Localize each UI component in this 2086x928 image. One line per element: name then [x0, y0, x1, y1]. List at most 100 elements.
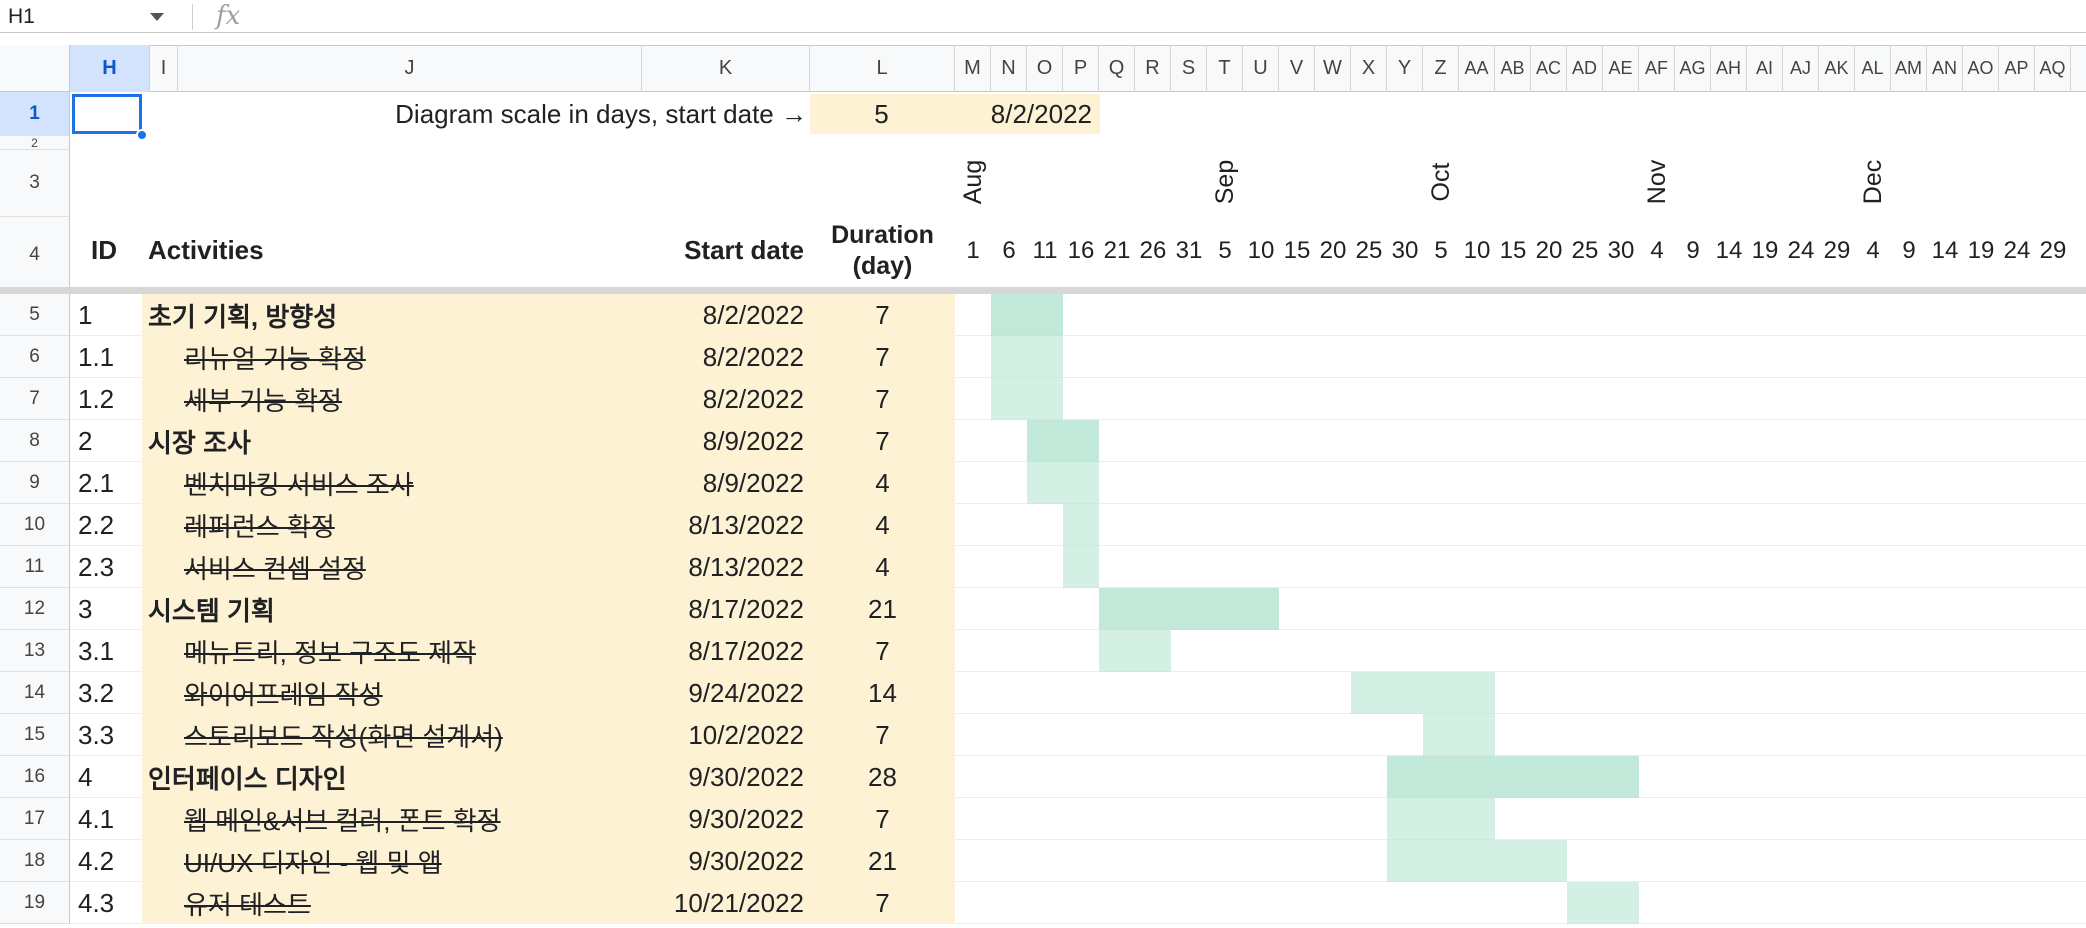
task-start-date[interactable]: 10/2/2022	[688, 719, 804, 750]
task-name[interactable]: 웹 메인&서브 컬러, 폰트 확정	[184, 798, 664, 840]
column-header-ag[interactable]: AG	[1675, 45, 1711, 92]
row-header-12[interactable]: 12	[0, 588, 70, 630]
task-id[interactable]: 3.3	[78, 719, 115, 750]
column-header-s[interactable]: S	[1171, 45, 1207, 92]
column-header-t[interactable]: T	[1207, 45, 1243, 92]
task-start-date[interactable]: 9/30/2022	[688, 803, 804, 834]
column-header-am[interactable]: AM	[1891, 45, 1927, 92]
task-start-date[interactable]: 8/9/2022	[702, 467, 804, 498]
task-start-date[interactable]: 8/2/2022	[702, 383, 804, 414]
name-box[interactable]: H1	[8, 5, 35, 28]
task-name[interactable]: 벤치마킹 서비스 조사	[184, 462, 664, 504]
column-header-u[interactable]: U	[1243, 45, 1279, 92]
task-name[interactable]: 메뉴트리, 정보 구조도 제작	[184, 630, 664, 672]
task-start-date[interactable]: 9/30/2022	[688, 845, 804, 876]
column-header-y[interactable]: Y	[1387, 45, 1423, 92]
row-header-1[interactable]: 1	[0, 92, 70, 136]
activities-header[interactable]: Activities	[148, 234, 264, 265]
task-duration[interactable]: 7	[875, 425, 890, 456]
task-id[interactable]: 2	[78, 425, 93, 456]
id-header[interactable]: ID	[91, 234, 117, 265]
task-duration[interactable]: 4	[875, 467, 890, 498]
row-header-16[interactable]: 16	[0, 756, 70, 798]
column-header-j[interactable]: J	[178, 45, 642, 92]
task-name[interactable]: 인터페이스 디자인	[148, 756, 628, 798]
column-header-o[interactable]: O	[1027, 45, 1063, 92]
task-id[interactable]: 1	[78, 299, 93, 330]
task-duration[interactable]: 7	[875, 719, 890, 750]
task-id[interactable]: 1.1	[78, 341, 115, 372]
task-duration[interactable]: 7	[875, 887, 890, 918]
row-header-8[interactable]: 8	[0, 420, 70, 462]
row-header-6[interactable]: 6	[0, 336, 70, 378]
task-name[interactable]: 시장 조사	[148, 420, 628, 462]
row-header-9[interactable]: 9	[0, 462, 70, 504]
task-duration[interactable]: 4	[875, 509, 890, 540]
column-header-x[interactable]: X	[1351, 45, 1387, 92]
task-start-date[interactable]: 9/24/2022	[688, 677, 804, 708]
start-date-cell[interactable]: 8/2/2022	[953, 94, 1100, 134]
task-name[interactable]: 스토리보드 작성(화면 설계서)	[184, 714, 664, 756]
column-header-n[interactable]: N	[991, 45, 1027, 92]
column-header-i[interactable]: I	[150, 45, 178, 92]
column-header-ac[interactable]: AC	[1531, 45, 1567, 92]
task-start-date[interactable]: 8/13/2022	[688, 551, 804, 582]
task-duration[interactable]: 7	[875, 341, 890, 372]
task-name[interactable]: 유저 테스트	[184, 882, 664, 924]
column-header-k[interactable]: K	[642, 45, 810, 92]
selected-cell[interactable]	[72, 94, 142, 134]
task-name[interactable]: 서비스 컨셉 설정	[184, 546, 664, 588]
column-header-ao[interactable]: AO	[1963, 45, 1999, 92]
task-id[interactable]: 2.2	[78, 509, 115, 540]
task-id[interactable]: 4	[78, 761, 93, 792]
chevron-down-icon[interactable]	[150, 13, 164, 21]
column-header-m[interactable]: M	[955, 45, 991, 92]
task-id[interactable]: 2.1	[78, 467, 115, 498]
task-id[interactable]: 1.2	[78, 383, 115, 414]
column-header-ak[interactable]: AK	[1819, 45, 1855, 92]
select-all-corner[interactable]	[0, 45, 70, 92]
task-duration[interactable]: 14	[868, 677, 897, 708]
duration-header[interactable]: Duration (day)	[810, 220, 955, 284]
task-duration[interactable]: 4	[875, 551, 890, 582]
row-header-15[interactable]: 15	[0, 714, 70, 756]
task-start-date[interactable]: 10/21/2022	[673, 887, 804, 918]
task-start-date[interactable]: 8/2/2022	[702, 341, 804, 372]
task-name[interactable]: 시스템 기획	[148, 588, 628, 630]
task-id[interactable]: 3.2	[78, 677, 115, 708]
task-start-date[interactable]: 8/13/2022	[688, 509, 804, 540]
task-duration[interactable]: 7	[875, 635, 890, 666]
scale-label[interactable]: Diagram scale in days, start date →	[395, 98, 807, 129]
task-id[interactable]: 3	[78, 593, 93, 624]
column-header-ad[interactable]: AD	[1567, 45, 1603, 92]
start-date-header[interactable]: Start date	[684, 234, 804, 265]
task-name[interactable]: 초기 기획, 방향성	[148, 294, 628, 336]
task-id[interactable]: 4.1	[78, 803, 115, 834]
fill-handle[interactable]	[136, 129, 148, 141]
column-header-l[interactable]: L	[810, 45, 955, 92]
task-id[interactable]: 2.3	[78, 551, 115, 582]
column-header-r[interactable]: R	[1135, 45, 1171, 92]
row-header-18[interactable]: 18	[0, 840, 70, 882]
column-header-z[interactable]: Z	[1423, 45, 1459, 92]
task-start-date[interactable]: 8/17/2022	[688, 635, 804, 666]
task-start-date[interactable]: 9/30/2022	[688, 761, 804, 792]
column-header-ap[interactable]: AP	[1999, 45, 2035, 92]
task-duration[interactable]: 7	[875, 383, 890, 414]
column-header-an[interactable]: AN	[1927, 45, 1963, 92]
column-header-v[interactable]: V	[1279, 45, 1315, 92]
column-header-aq[interactable]: AQ	[2035, 45, 2071, 92]
task-duration[interactable]: 7	[875, 299, 890, 330]
column-header-aa[interactable]: AA	[1459, 45, 1495, 92]
task-name[interactable]: UI/UX 디자인 - 웹 및 앱	[184, 840, 664, 882]
column-header-ae[interactable]: AE	[1603, 45, 1639, 92]
column-header-h[interactable]: H	[70, 45, 150, 92]
column-header-aj[interactable]: AJ	[1783, 45, 1819, 92]
task-duration[interactable]: 21	[868, 593, 897, 624]
column-header-w[interactable]: W	[1315, 45, 1351, 92]
task-id[interactable]: 4.3	[78, 887, 115, 918]
task-duration[interactable]: 21	[868, 845, 897, 876]
task-duration[interactable]: 7	[875, 803, 890, 834]
row-header-4[interactable]: 4	[0, 217, 70, 294]
row-header-10[interactable]: 10	[0, 504, 70, 546]
